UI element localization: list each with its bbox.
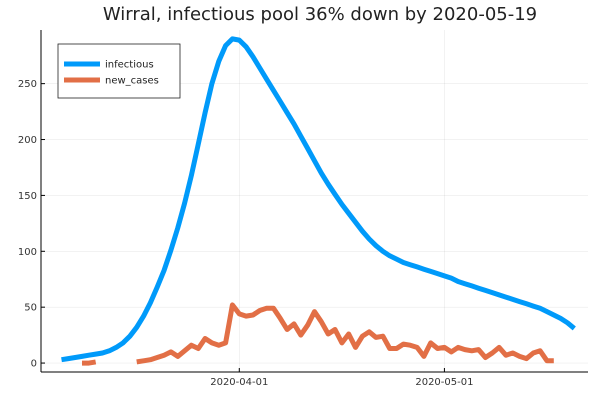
series-layer	[61, 36, 576, 366]
y-tick-label: 200	[18, 135, 37, 146]
y-tick-label: 100	[18, 247, 37, 258]
y-tick-label: 250	[18, 79, 37, 90]
chart-title: Wirral, infectious pool 36% down by 2020…	[103, 4, 537, 25]
y-tick-label: 50	[24, 303, 37, 314]
x-tick-label: 2020-05-01	[415, 377, 473, 388]
y-tick-label: 0	[31, 359, 37, 370]
legend: infectious new_cases	[57, 43, 181, 99]
y-tick-label: 150	[18, 191, 37, 202]
legend-box	[57, 43, 181, 99]
legend-label: infectious	[105, 60, 154, 71]
axes: 0 50 100 150 200 250 2020-04-01 2020-05-01	[18, 30, 588, 388]
series-line-new-cases	[82, 302, 554, 366]
legend-label: new_cases	[105, 76, 159, 87]
series-line-infectious	[61, 36, 576, 363]
x-tick-label: 2020-04-01	[210, 377, 268, 388]
